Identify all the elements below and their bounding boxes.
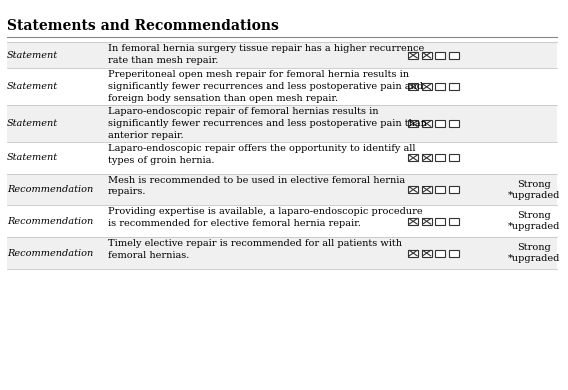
Text: Statement: Statement <box>7 82 58 91</box>
FancyBboxPatch shape <box>7 42 557 68</box>
Text: Recommendation: Recommendation <box>7 248 93 257</box>
Text: Statement: Statement <box>7 51 58 60</box>
FancyBboxPatch shape <box>421 52 432 59</box>
FancyBboxPatch shape <box>449 250 458 257</box>
FancyBboxPatch shape <box>449 52 458 59</box>
FancyBboxPatch shape <box>435 218 445 225</box>
Text: Laparo-endoscopic repair offers the opportunity to identify all
types of groin h: Laparo-endoscopic repair offers the oppo… <box>108 144 415 165</box>
FancyBboxPatch shape <box>421 186 432 193</box>
FancyBboxPatch shape <box>421 250 432 257</box>
Text: In femoral hernia surgery tissue repair has a higher recurrence
rate than mesh r: In femoral hernia surgery tissue repair … <box>108 44 424 65</box>
Text: Strong
*upgraded: Strong *upgraded <box>508 243 561 263</box>
Text: Providing expertise is available, a laparo-endoscopic procedure
is recommended f: Providing expertise is available, a lapa… <box>108 207 423 228</box>
FancyBboxPatch shape <box>408 218 418 225</box>
FancyBboxPatch shape <box>435 83 445 90</box>
Text: Strong
*upgraded: Strong *upgraded <box>508 179 561 200</box>
Text: Statement: Statement <box>7 153 58 162</box>
FancyBboxPatch shape <box>408 154 418 161</box>
Text: Recommendation: Recommendation <box>7 185 93 194</box>
FancyBboxPatch shape <box>449 218 458 225</box>
FancyBboxPatch shape <box>435 154 445 161</box>
Text: Statement: Statement <box>7 119 58 128</box>
FancyBboxPatch shape <box>7 142 557 174</box>
Text: Preperitoneal open mesh repair for femoral hernia results in
significantly fewer: Preperitoneal open mesh repair for femor… <box>108 70 423 103</box>
FancyBboxPatch shape <box>435 120 445 127</box>
FancyBboxPatch shape <box>408 186 418 193</box>
FancyBboxPatch shape <box>408 83 418 90</box>
FancyBboxPatch shape <box>408 120 418 127</box>
FancyBboxPatch shape <box>408 250 418 257</box>
FancyBboxPatch shape <box>449 186 458 193</box>
FancyBboxPatch shape <box>421 218 432 225</box>
FancyBboxPatch shape <box>435 186 445 193</box>
FancyBboxPatch shape <box>7 68 557 105</box>
FancyBboxPatch shape <box>421 120 432 127</box>
Text: Recommendation: Recommendation <box>7 217 93 226</box>
FancyBboxPatch shape <box>408 52 418 59</box>
FancyBboxPatch shape <box>421 83 432 90</box>
FancyBboxPatch shape <box>449 83 458 90</box>
Text: Strong
*upgraded: Strong *upgraded <box>508 211 561 231</box>
Text: Mesh is recommended to be used in elective femoral hernia
repairs.: Mesh is recommended to be used in electi… <box>108 176 405 197</box>
FancyBboxPatch shape <box>7 237 557 269</box>
FancyBboxPatch shape <box>449 154 458 161</box>
FancyBboxPatch shape <box>435 250 445 257</box>
FancyBboxPatch shape <box>421 154 432 161</box>
FancyBboxPatch shape <box>435 52 445 59</box>
FancyBboxPatch shape <box>449 120 458 127</box>
Text: Statements and Recommendations: Statements and Recommendations <box>7 19 279 33</box>
FancyBboxPatch shape <box>7 174 557 206</box>
FancyBboxPatch shape <box>7 105 557 142</box>
FancyBboxPatch shape <box>7 206 557 237</box>
Text: Laparo-endoscopic repair of femoral hernias results in
significantly fewer recur: Laparo-endoscopic repair of femoral hern… <box>108 107 427 140</box>
Text: Timely elective repair is recommended for all patients with
femoral hernias.: Timely elective repair is recommended fo… <box>108 239 402 260</box>
